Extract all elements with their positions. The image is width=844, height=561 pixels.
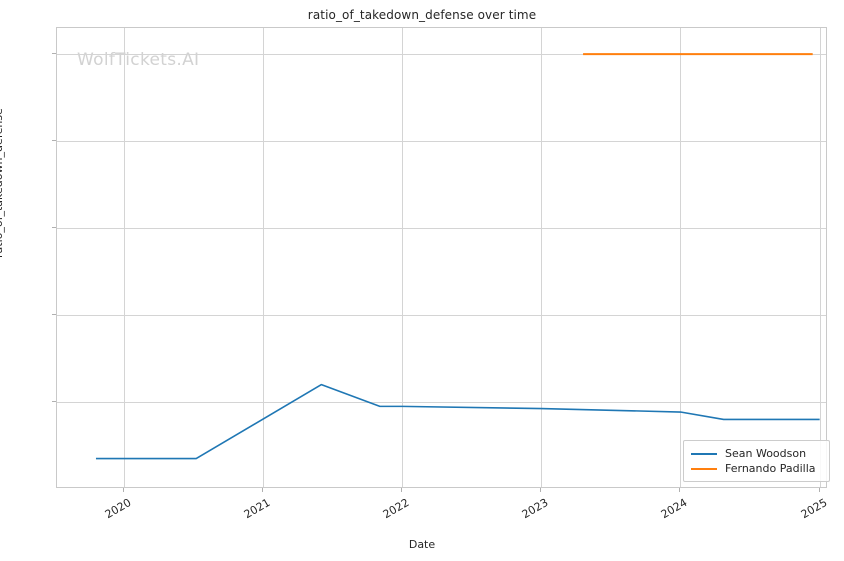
x-tick-label-2023: 2023: [520, 496, 551, 522]
x-tick-label-2025: 2025: [798, 496, 830, 522]
x-tick-label-2022: 2022: [380, 496, 412, 522]
x-tick-label-2021: 2021: [241, 496, 273, 522]
x-tick-label-2024: 2024: [659, 496, 690, 522]
gridline-y-0.6: [57, 228, 826, 229]
x-tick-mark-2024: [679, 488, 680, 492]
legend-label-series-0: Sean Woodson: [725, 447, 807, 460]
x-tick-mark-2023: [540, 488, 541, 492]
legend-swatch-series-0: [691, 452, 717, 455]
plot-area: WolfTickets.AI: [56, 27, 827, 488]
gridline-x-2023: [541, 28, 542, 487]
legend-label-series-1: Fernando Padilla: [725, 462, 816, 475]
gridline-x-2022: [402, 28, 403, 487]
gridline-x-2024: [680, 28, 681, 487]
chart-title: ratio_of_takedown_defense over time: [307, 8, 537, 22]
y-tick-mark-0.2: [52, 401, 56, 402]
gridline-y-0.4: [57, 315, 826, 316]
series-lines: [95, 53, 820, 460]
y-tick-mark-0.6: [52, 227, 56, 228]
y-tick-mark-0.4: [52, 314, 56, 315]
series-line-0: [95, 383, 820, 460]
x-tick-label-2020: 2020: [102, 496, 134, 522]
x-tick-mark-2025: [819, 488, 820, 492]
gridline-x-2025: [820, 28, 821, 487]
chart-legend[interactable]: Sean Woodson Fernando Padilla: [683, 440, 830, 482]
gridline-y-0.8: [57, 141, 826, 142]
legend-swatch-series-1: [691, 467, 717, 470]
x-tick-mark-2022: [401, 488, 402, 492]
y-axis-label: ratio_of_takedown_defense: [0, 108, 5, 258]
gridline-y-1.0: [57, 54, 826, 55]
x-tick-mark-2021: [262, 488, 263, 492]
legend-item-0[interactable]: Sean Woodson: [691, 446, 822, 461]
gridline-x-2021: [263, 28, 264, 487]
y-tick-mark-0.8: [52, 140, 56, 141]
x-tick-mark-2020: [123, 488, 124, 492]
gridline-x-2020: [124, 28, 125, 487]
x-axis-label: Date: [408, 538, 436, 551]
legend-item-1[interactable]: Fernando Padilla: [691, 461, 822, 476]
y-tick-mark-1.0: [52, 53, 56, 54]
gridline-y-0.2: [57, 402, 826, 403]
